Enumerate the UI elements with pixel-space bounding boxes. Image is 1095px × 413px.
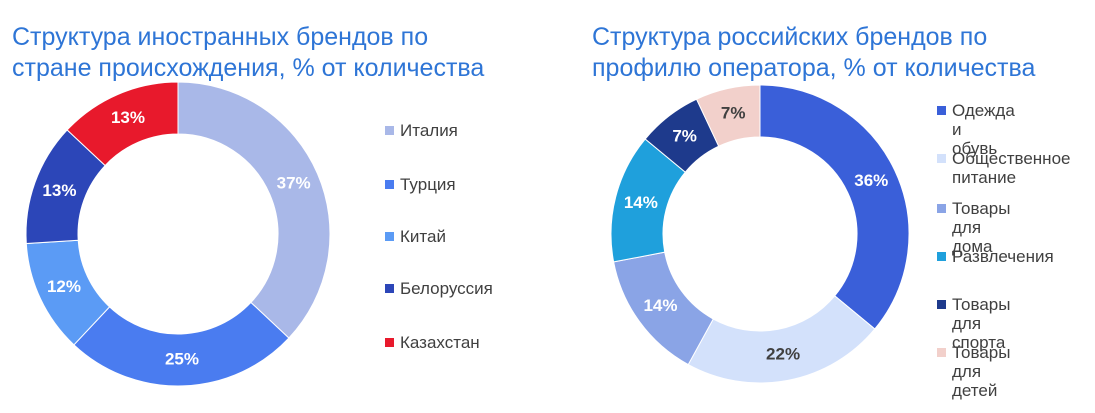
donut-slice-товары-для-детей [695,84,761,147]
data-label-товары-для-спорта: 7% [672,126,697,145]
legend-label: Развлечения [952,247,1054,266]
legend-label: Товары для детей [952,343,1011,400]
legend-item-белоруссия: Белоруссия [385,279,493,298]
legend-swatch [385,338,394,347]
data-label-товары-для-дома: 14% [643,296,677,315]
legend-swatch [937,106,946,115]
data-label-товары-для-детей: 7% [721,103,746,122]
legend-swatch [385,284,394,293]
legend-label: Италия [400,121,458,140]
data-label-одежда-и-обувь: 36% [854,171,888,190]
donut-slice-одежда-и-обувь [759,84,910,330]
chart-russian-brands: Структура российских брендов по профилю … [580,0,1095,413]
legend-swatch [937,300,946,309]
legend-swatch [937,348,946,357]
data-label-общественное-питание: 22% [766,344,800,363]
data-label-италия: 37% [277,173,311,192]
legend-label: Одежда и обувь [952,101,1015,158]
legend-item-италия: Италия [385,121,458,140]
data-label-китай: 12% [47,277,81,296]
legend-label: Китай [400,227,446,246]
legend-item-китай: Китай [385,227,446,246]
legend-label: Товары для спорта [952,295,1011,352]
legend-label: Товары для дома [952,199,1011,256]
donut-slice-общественное-питание [687,295,876,384]
legend-swatch [385,126,394,135]
legend-item-товары-для-детей: Товары для детей [937,343,1010,400]
legend-swatch [385,232,394,241]
legend-swatch [937,154,946,163]
data-label-развлечения: 14% [624,193,658,212]
donut-chart-russian: 36% 22% 14% 14% 7% 7% [610,84,910,384]
donut-slice-италия [177,81,331,339]
legend-item-одежда-и-обувь: Одежда и обувь [937,101,1015,158]
legend-label: Общественное питание [952,149,1071,187]
data-label-белоруссия: 13% [42,181,76,200]
donut-slice-турция [73,301,290,387]
donut-slice-казахстан [66,81,179,167]
chart-title: Структура иностранных брендов по стране … [12,23,485,82]
chart-title: Структура российских брендов по профилю … [592,23,1036,82]
legend-swatch [937,252,946,261]
legend-item-товары-для-спорта: Товары для спорта [937,295,1010,352]
donut-chart-foreign: 37% 25% 12% 13% 13% [25,81,331,387]
legend-swatch [937,204,946,213]
legend-item-развлечения: Развлечения [937,247,1054,266]
data-label-турция: 25% [165,349,199,368]
legend-item-общественное-питание: Общественное питание [937,149,1070,187]
chart-foreign-brands: Структура иностранных брендов по стране … [12,23,493,387]
legend-label: Белоруссия [400,279,493,298]
legend-label: Казахстан [400,333,480,352]
legend-label: Турция [400,175,456,194]
legend-swatch [385,180,394,189]
legend-item-турция: Турция [385,175,456,194]
data-label-казахстан: 13% [111,108,145,127]
legend-item-товары-для-дома: Товары для дома [937,199,1010,256]
legend-item-казахстан: Казахстан [385,333,480,352]
